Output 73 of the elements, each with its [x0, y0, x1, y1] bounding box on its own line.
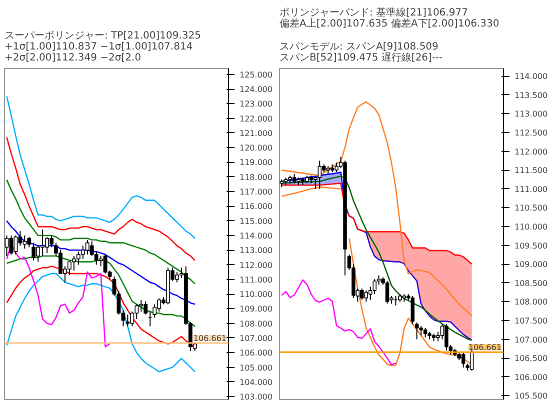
y-tick-label: 107.000: [240, 334, 273, 343]
candlestick: [414, 322, 419, 340]
chart-title: ボリンジャーバンド: 基準線[21]106.977 偏差A上[2.00]107.635 偏差A下[2.00]106.330: [280, 6, 500, 30]
y-tick-label: 108.000: [240, 319, 273, 328]
line-series: [280, 182, 472, 265]
y-tick-label: 111.000: [240, 275, 273, 284]
y-tick-label: 112.000: [514, 147, 548, 156]
candlestick: [360, 288, 364, 300]
y-tick-label: 116.000: [240, 202, 273, 212]
y-tick-label: 119.000: [240, 158, 273, 168]
candlestick: [318, 160, 322, 190]
y-tick-label: 121.000: [240, 128, 273, 138]
y-tick-label: 108.500: [514, 278, 548, 288]
candlestick: [423, 328, 428, 338]
y-tick-label: 122.000: [240, 114, 273, 124]
y-tick-label: 123.000: [240, 100, 273, 109]
line-series: [280, 279, 396, 366]
y-tick-label: 110.000: [514, 222, 548, 232]
candlestick: [444, 324, 448, 352]
candlestick: [334, 162, 338, 172]
candlestick: [419, 326, 423, 336]
candlestick: [126, 314, 130, 327]
ref-line-label: 106.661: [193, 334, 227, 343]
y-tick-label: 114.000: [240, 231, 273, 240]
line-series: [6, 272, 196, 372]
ref-line-label: 106.661: [468, 343, 502, 352]
y-tick-label: 107.500: [514, 316, 548, 326]
candlestick: [152, 304, 157, 318]
y-tick-label: 105.000: [240, 363, 273, 372]
candlestick: [385, 280, 390, 304]
y-tick-label: 110.000: [240, 290, 273, 300]
candlestick: [292, 173, 296, 184]
y-tick-label: 106.000: [240, 348, 273, 358]
y-tick-label: 108.000: [514, 298, 548, 307]
line-series: [6, 220, 196, 305]
y-tick-label: 118.000: [240, 172, 273, 182]
candlestick: [14, 234, 18, 256]
candlestick: [410, 296, 415, 325]
y-tick-label: 109.000: [240, 304, 273, 314]
candlestick: [461, 352, 466, 368]
y-tick-label: 114.000: [514, 72, 548, 82]
chart-subtitle: スパンモデル: スパンA[9]108.509 スパンB[52]109.475 遅行線[26]---: [280, 42, 444, 64]
y-tick-label: 105.500: [514, 392, 548, 401]
candlestick: [9, 234, 14, 256]
y-tick-label: 111.500: [514, 166, 548, 176]
y-tick-label: 117.000: [240, 188, 273, 197]
y-tick-label: 107.000: [514, 335, 548, 344]
line-series: [280, 101, 472, 316]
y-tick-label: 124.000: [240, 85, 273, 94]
candlestick: [364, 290, 368, 302]
y-tick-label: 111.000: [514, 184, 548, 194]
y-tick-label: 115.000: [240, 216, 273, 226]
y-tick-label: 125.000: [240, 70, 273, 80]
y-tick-label: 104.000: [240, 378, 273, 387]
y-tick-label: 109.000: [514, 260, 548, 270]
y-tick-label: 112.500: [514, 128, 548, 138]
chart-title: スーパーボリンジャー: TP[21.00]109.325 +1σ[1.00]110.837 −1σ[1.00]107.814 +2σ[2.00]112.349 −2σ[2.0: [4, 30, 201, 64]
y-tick-label: 113.000: [514, 110, 548, 119]
y-tick-label: 109.500: [514, 241, 548, 250]
y-tick-label: 120.000: [240, 144, 273, 153]
candlestick: [4, 234, 9, 256]
y-tick-label: 103.000: [240, 392, 273, 402]
y-tick-label: 112.000: [240, 260, 273, 270]
y-tick-label: 113.000: [240, 246, 273, 256]
line-series: [6, 96, 196, 240]
line-series: [6, 136, 196, 262]
candlestick: [32, 242, 36, 261]
y-tick-label: 110.500: [514, 204, 548, 213]
y-tick-label: 106.500: [514, 354, 548, 364]
y-tick-label: 106.000: [514, 372, 548, 382]
y-tick-label: 113.500: [514, 90, 548, 100]
candlestick: [103, 254, 108, 274]
line-series: [6, 179, 196, 284]
